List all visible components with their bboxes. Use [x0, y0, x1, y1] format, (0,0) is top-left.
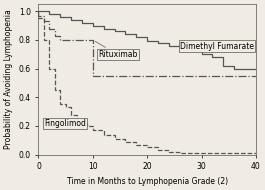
- Text: Fingolimod: Fingolimod: [44, 119, 86, 128]
- Text: Dimethyl Fumarate: Dimethyl Fumarate: [180, 42, 254, 51]
- Y-axis label: Probability of Avoiding Lymphopenia: Probability of Avoiding Lymphopenia: [4, 10, 13, 149]
- X-axis label: Time in Months to Lymphopenia Grade (2): Time in Months to Lymphopenia Grade (2): [67, 177, 228, 186]
- Text: Rituximab: Rituximab: [95, 41, 138, 59]
